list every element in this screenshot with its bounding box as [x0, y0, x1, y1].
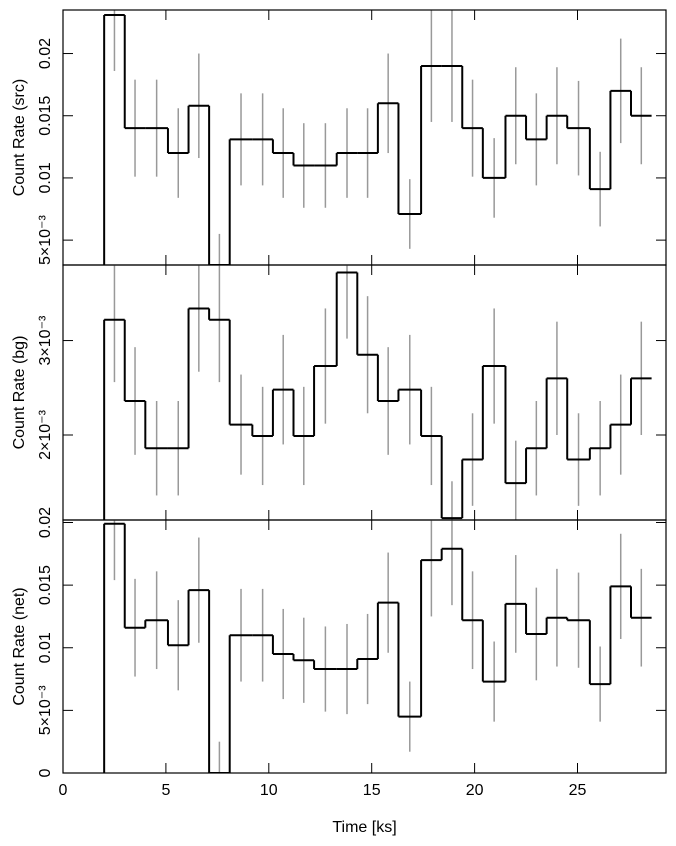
y-tick-label: 0 [37, 768, 54, 777]
y-tick-label: 0.015 [37, 96, 54, 136]
y-axis-label: Count Rate (bg) [11, 336, 28, 450]
x-tick-label: 5 [161, 782, 170, 799]
y-tick-label: 0.02 [37, 507, 54, 538]
x-axis-label: Time [ks] [332, 819, 396, 836]
x-tick-label: 20 [466, 782, 484, 799]
frame [62, 9, 667, 266]
plot-area [103, 10, 652, 265]
y-tick-label: 3×10⁻³ [37, 315, 54, 365]
x-tick-label: 15 [363, 782, 381, 799]
plot-area [103, 265, 652, 520]
y-tick-label: 0.02 [37, 38, 54, 69]
y-tick-label: 5×10⁻³ [37, 685, 54, 735]
plot-area [103, 520, 652, 773]
x-tick-label: 0 [59, 782, 68, 799]
frame [62, 264, 667, 521]
x-tick-label: 25 [569, 782, 587, 799]
y-tick-label: 0.01 [37, 632, 54, 663]
y-tick-label: 0.01 [37, 162, 54, 193]
y-axis-label: Count Rate (net) [11, 587, 28, 705]
frame [62, 519, 667, 774]
y-tick-label: 5×10⁻³ [37, 215, 54, 265]
y-tick-label: 2×10⁻³ [37, 409, 54, 459]
x-tick-label: 10 [260, 782, 278, 799]
y-axis-label: Count Rate (src) [11, 79, 28, 196]
y-tick-label: 0.015 [37, 565, 54, 605]
